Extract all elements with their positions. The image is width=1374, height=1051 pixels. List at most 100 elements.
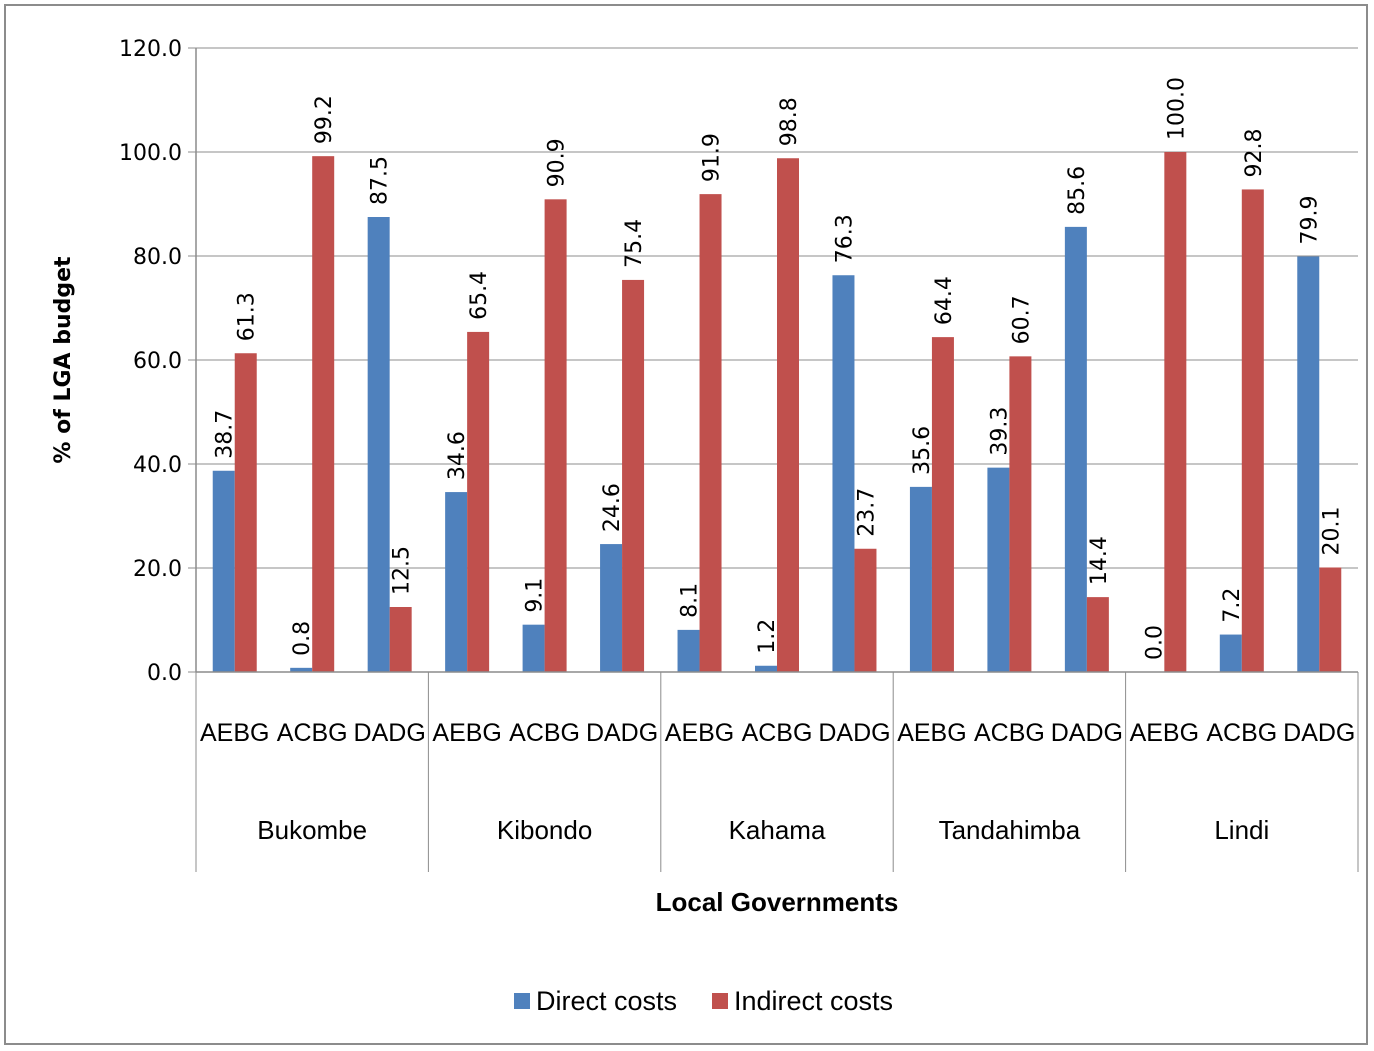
bar bbox=[389, 607, 412, 672]
data-label: 100.0 bbox=[1164, 77, 1189, 140]
data-label: 20.1 bbox=[1319, 506, 1344, 555]
category-label: AEBG bbox=[200, 719, 269, 747]
data-label: 99.2 bbox=[312, 95, 337, 144]
category-label: AEBG bbox=[432, 719, 501, 747]
bar bbox=[1009, 356, 1032, 672]
category-label: DADG bbox=[1283, 719, 1355, 747]
bar bbox=[755, 665, 777, 672]
category-label: ACBG bbox=[509, 719, 580, 747]
category-label: DADG bbox=[818, 719, 890, 747]
data-label: 0.0 bbox=[1142, 625, 1167, 660]
bar bbox=[312, 156, 335, 672]
bar bbox=[522, 624, 545, 672]
y-tick-label: 60.0 bbox=[133, 349, 182, 374]
legend-label: Direct costs bbox=[536, 986, 677, 1016]
data-label: 60.7 bbox=[1009, 295, 1034, 344]
category-label: DADG bbox=[1051, 719, 1123, 747]
group-labels: Bukombe Kibondo Kahama Tandahimba Lindi bbox=[257, 815, 1269, 845]
legend-swatch bbox=[514, 993, 530, 1009]
bar bbox=[212, 470, 235, 672]
category-label: DADG bbox=[354, 719, 426, 747]
bar bbox=[854, 548, 877, 672]
group-label: Kahama bbox=[729, 815, 826, 845]
bar bbox=[987, 467, 1010, 672]
bar bbox=[699, 194, 722, 672]
y-tick-labels: 0.0 20.0 40.0 60.0 80.0 100.0 120.0 bbox=[119, 37, 182, 686]
bar bbox=[1319, 567, 1342, 672]
data-label: 90.9 bbox=[545, 138, 570, 187]
bar bbox=[367, 217, 390, 672]
legend: Direct costs Indirect costs bbox=[514, 986, 893, 1016]
data-label: 1.2 bbox=[755, 619, 780, 654]
axes bbox=[188, 47, 1359, 872]
data-label: 23.7 bbox=[854, 488, 879, 537]
data-label: 0.8 bbox=[290, 621, 315, 656]
category-label: AEBG bbox=[897, 719, 966, 747]
bar bbox=[909, 486, 932, 672]
bar bbox=[445, 492, 468, 672]
category-label: ACBG bbox=[277, 719, 348, 747]
data-label: 65.4 bbox=[467, 271, 492, 320]
data-labels: 38.7 61.3 0.8 99.2 87.5 12.5 34.6 65.4 9.1 90.9 24… bbox=[213, 77, 1345, 660]
data-label: 24.6 bbox=[600, 483, 625, 532]
bars bbox=[212, 152, 1342, 673]
bar bbox=[1164, 152, 1187, 672]
y-tick-label: 100.0 bbox=[119, 141, 182, 166]
bar bbox=[600, 544, 623, 672]
y-tick-label: 20.0 bbox=[133, 557, 182, 582]
data-label: 92.8 bbox=[1242, 128, 1267, 177]
data-label: 91.9 bbox=[700, 133, 725, 182]
group-label: Lindi bbox=[1214, 815, 1269, 845]
bar bbox=[234, 353, 257, 672]
bar bbox=[290, 667, 313, 672]
bar bbox=[1241, 189, 1264, 672]
data-label: 7.2 bbox=[1220, 588, 1245, 623]
bar bbox=[777, 158, 799, 673]
category-label: DADG bbox=[586, 719, 658, 747]
data-label: 12.5 bbox=[390, 546, 415, 595]
bar bbox=[544, 199, 567, 672]
data-label: 9.1 bbox=[523, 578, 548, 613]
y-tick-label: 80.0 bbox=[133, 245, 182, 270]
x-axis-label: Local Governments bbox=[656, 887, 899, 917]
data-label: 39.3 bbox=[987, 407, 1012, 456]
category-label: AEBG bbox=[1130, 719, 1199, 747]
category-labels: AEBG ACBG DADG AEBG ACBG DADG AEBG ACBG DADG AEBG… bbox=[200, 719, 1355, 747]
category-label: ACBG bbox=[742, 719, 813, 747]
data-label: 35.6 bbox=[910, 426, 935, 475]
category-label: ACBG bbox=[1206, 719, 1277, 747]
data-label: 87.5 bbox=[368, 156, 393, 205]
bar bbox=[1064, 226, 1087, 672]
data-label: 79.9 bbox=[1297, 196, 1322, 245]
data-label: 75.4 bbox=[622, 219, 647, 268]
data-label: 34.6 bbox=[445, 431, 470, 480]
y-tick-label: 0.0 bbox=[147, 661, 182, 686]
data-label: 64.4 bbox=[932, 276, 957, 325]
data-label: 98.8 bbox=[777, 97, 802, 146]
data-label: 76.3 bbox=[832, 214, 857, 263]
data-label: 14.4 bbox=[1087, 536, 1112, 585]
bar bbox=[1086, 597, 1109, 672]
bar bbox=[677, 629, 700, 672]
group-label: Kibondo bbox=[497, 815, 592, 845]
bar bbox=[931, 337, 954, 672]
data-label: 8.1 bbox=[678, 583, 703, 618]
bar bbox=[622, 279, 645, 672]
data-label: 38.7 bbox=[213, 410, 238, 459]
legend-swatch bbox=[712, 993, 728, 1009]
y-tick-label: 120.0 bbox=[119, 37, 182, 62]
bar bbox=[832, 275, 855, 672]
data-label: 61.3 bbox=[235, 292, 260, 341]
legend-label: Indirect costs bbox=[734, 986, 893, 1016]
group-label: Bukombe bbox=[257, 815, 367, 845]
y-tick-label: 40.0 bbox=[133, 453, 182, 478]
y-axis-label: % of LGA budget bbox=[51, 256, 76, 464]
bar bbox=[467, 331, 490, 672]
category-label: ACBG bbox=[974, 719, 1045, 747]
category-label: AEBG bbox=[665, 719, 734, 747]
bar bbox=[1219, 634, 1242, 672]
data-label: 85.6 bbox=[1065, 166, 1090, 215]
group-label: Tandahimba bbox=[939, 815, 1081, 845]
bar bbox=[1297, 256, 1320, 672]
